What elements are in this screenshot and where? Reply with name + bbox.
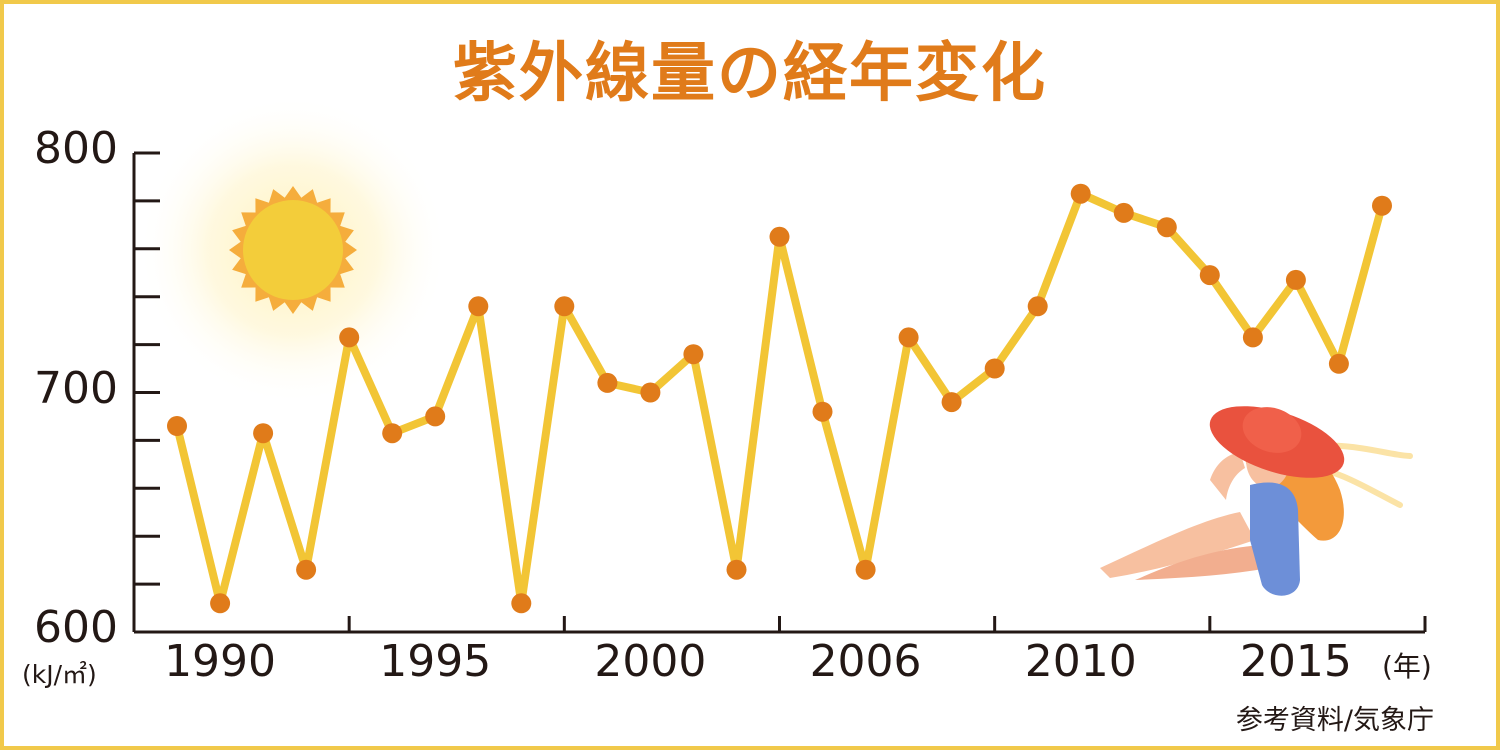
- chart-title: 紫外線量の経年変化: [453, 37, 1047, 111]
- data-point: [1113, 202, 1134, 223]
- data-point: [167, 416, 187, 436]
- x-tick-label: 2015: [1239, 636, 1352, 687]
- data-point: [1070, 183, 1091, 204]
- x-tick-label: 2006: [809, 636, 922, 687]
- sun-icon: [138, 95, 448, 405]
- woman-with-sunhat-illustration: [1100, 406, 1413, 596]
- data-point: [683, 344, 704, 365]
- data-point: [1199, 265, 1220, 286]
- data-point: [1372, 195, 1392, 216]
- data-point: [339, 327, 360, 348]
- data-point: [726, 559, 747, 580]
- x-tick-label: 2000: [594, 636, 707, 687]
- data-point: [468, 296, 489, 317]
- y-tick-label: 800: [34, 123, 118, 174]
- y-unit-label: (kJ/㎡): [22, 660, 97, 689]
- data-point: [984, 358, 1005, 379]
- x-tick-label: 1995: [379, 636, 492, 687]
- data-point: [640, 382, 661, 403]
- data-point: [554, 296, 575, 317]
- y-tick-label: 600: [34, 602, 118, 653]
- data-point: [941, 392, 962, 413]
- data-point: [1242, 327, 1263, 348]
- x-tick-label: 1990: [164, 636, 277, 687]
- data-point: [597, 372, 618, 393]
- data-point: [425, 406, 446, 427]
- x-tick-label: 2010: [1024, 636, 1137, 687]
- data-point: [1328, 353, 1349, 374]
- y-tick-label: 700: [34, 362, 118, 414]
- data-point: [769, 226, 790, 247]
- data-point: [812, 401, 833, 422]
- data-point: [1156, 217, 1177, 238]
- data-point: [855, 559, 876, 580]
- x-unit-label: (年): [1382, 650, 1432, 683]
- data-point: [1027, 296, 1048, 317]
- data-point: [296, 559, 317, 580]
- data-point: [898, 327, 919, 348]
- data-point: [1285, 269, 1306, 290]
- source-credit: 参考資料/気象庁: [1235, 705, 1434, 736]
- axes: [132, 151, 1427, 634]
- data-point: [253, 423, 274, 444]
- data-point: [511, 593, 532, 614]
- data-point: [210, 593, 231, 614]
- data-point: [382, 423, 403, 444]
